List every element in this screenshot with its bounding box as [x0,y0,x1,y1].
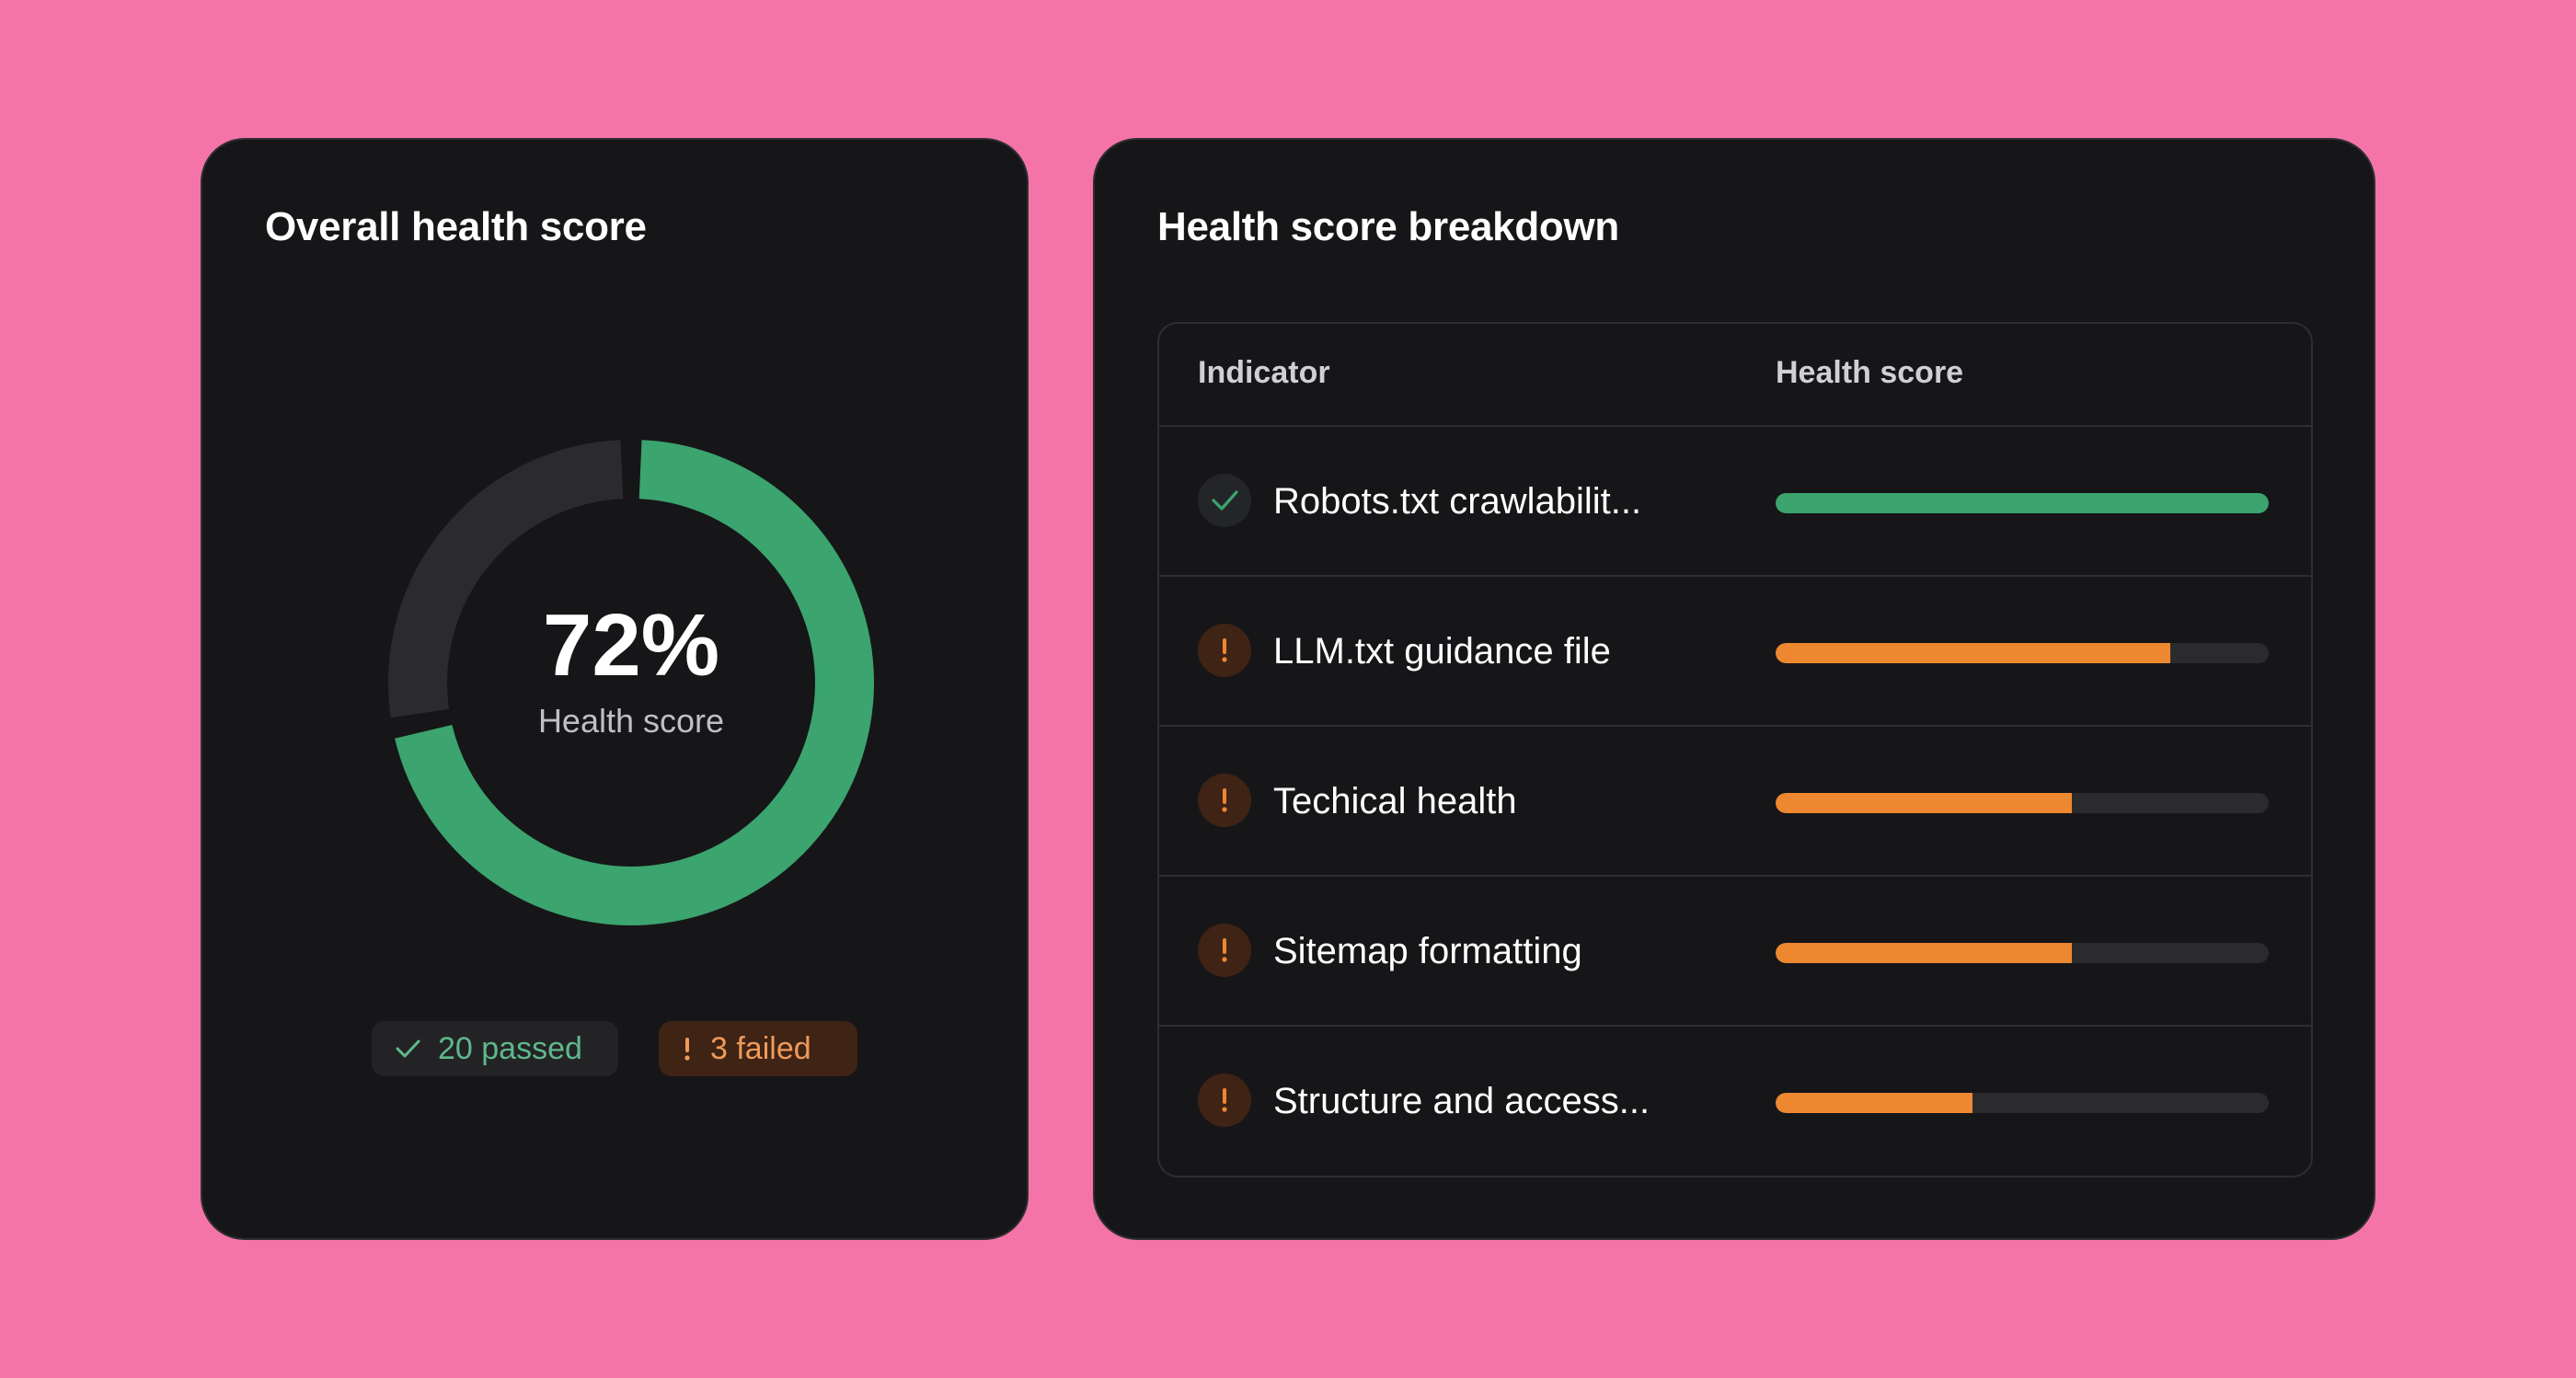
overall-health-title: Overall health score [265,204,647,249]
failed-badge: 3 failed [659,1021,857,1076]
score-bar-track [1776,793,2269,813]
column-header-indicator: Indicator [1198,355,1330,390]
health-breakdown-card: Health score breakdown Indicator Health … [1093,138,2375,1240]
indicator-label: Structure and access... [1273,1081,1650,1121]
indicator-label: Techical health [1273,781,1517,821]
exclamation-icon [1198,1074,1251,1127]
exclamation-icon [1198,774,1251,827]
failed-count: 3 failed [710,1030,811,1066]
score-bar-track [1776,1093,2269,1113]
indicator-label: Robots.txt crawlabilit... [1273,481,1642,522]
indicator-label: LLM.txt guidance file [1273,631,1611,672]
table-row[interactable]: Structure and access... [1159,1027,2311,1176]
health-score-label: Health score [537,702,725,740]
table-row[interactable]: Robots.txt crawlabilit... [1159,427,2311,577]
donut-center: 72% Health score [374,425,889,940]
score-bar-fill [1776,643,2170,663]
check-icon [394,1035,421,1062]
health-score-donut: 72% Health score [374,425,889,940]
score-bar-track [1776,643,2269,663]
exclamation-icon [681,1035,694,1062]
table-row[interactable]: Sitemap formatting [1159,877,2311,1027]
score-bar-track [1776,943,2269,963]
donut-progress-arc [395,440,874,925]
passed-badge: 20 passed [372,1021,618,1076]
column-header-health-score: Health score [1776,355,1964,390]
check-icon [1198,474,1251,527]
exclamation-icon [1198,924,1251,977]
exclamation-icon [1198,624,1251,677]
score-bar-fill [1776,943,2072,963]
table-header: Indicator Health score [1159,324,2311,427]
table-row[interactable]: LLM.txt guidance file [1159,577,2311,727]
breakdown-table: Indicator Health score Robots.txt crawla… [1157,322,2313,1177]
overall-health-card: Overall health score 72% Health score 20… [201,138,1029,1240]
passed-count: 20 passed [438,1030,582,1066]
donut-track-arc [388,440,624,718]
score-bar-fill [1776,793,2072,813]
donut-chart [388,440,874,925]
score-bar-fill [1776,1093,1973,1113]
indicator-label: Sitemap formatting [1273,931,1582,971]
score-bar-track [1776,493,2269,513]
breakdown-title: Health score breakdown [1157,204,1619,249]
score-bar-fill [1776,493,2269,513]
table-row[interactable]: Techical health [1159,727,2311,877]
health-score-value: 72% [542,596,720,695]
